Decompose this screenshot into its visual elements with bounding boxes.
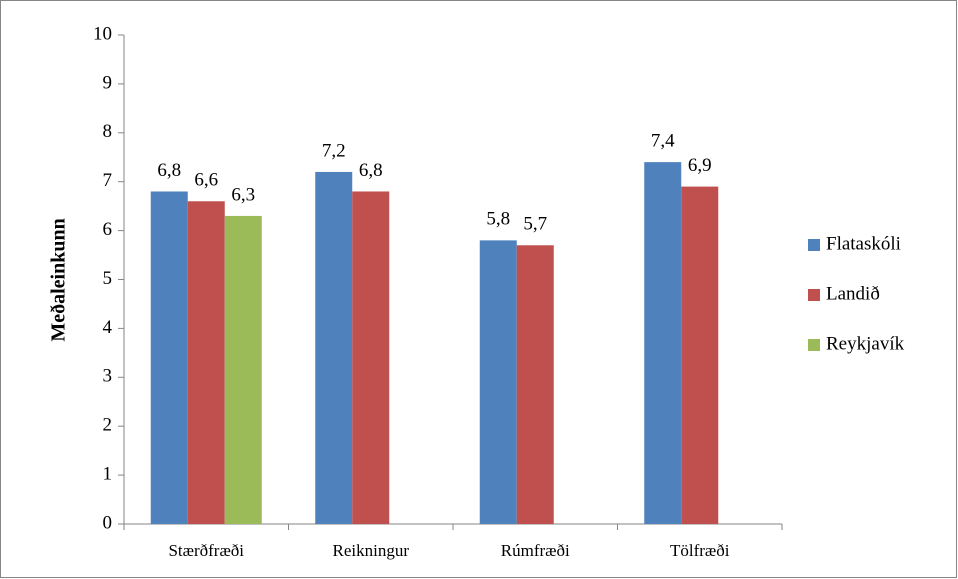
value-label: 7,2 <box>322 140 346 161</box>
bar <box>644 162 682 524</box>
y-tick-label: 4 <box>103 317 113 338</box>
x-tick-label: Rúmfræði <box>501 541 570 560</box>
y-tick-label: 2 <box>103 415 113 436</box>
y-tick-label: 5 <box>103 268 113 289</box>
value-label: 7,4 <box>651 130 675 151</box>
bar <box>352 191 390 525</box>
value-label: 6,8 <box>359 160 383 181</box>
y-tick-label: 9 <box>103 72 113 93</box>
legend-label: Landið <box>826 283 880 304</box>
bar <box>479 240 517 524</box>
y-tick-label: 0 <box>103 512 113 533</box>
legend-swatch <box>808 339 820 351</box>
y-tick-label: 10 <box>93 23 112 44</box>
x-tick-label: Tölfræði <box>670 541 730 560</box>
value-label: 6,6 <box>194 170 218 191</box>
x-tick-label: Stærðfræði <box>168 541 244 560</box>
value-label: 6,3 <box>231 184 255 205</box>
y-tick-label: 1 <box>103 463 113 484</box>
y-tick-label: 3 <box>103 366 113 387</box>
value-label: 6,8 <box>157 160 181 181</box>
bar <box>315 171 353 525</box>
legend-label: Flataskóli <box>826 233 901 254</box>
y-tick-label: 7 <box>103 170 113 191</box>
y-tick-label: 6 <box>103 219 113 240</box>
value-label: 5,7 <box>523 214 547 235</box>
legend-swatch <box>808 239 820 251</box>
bar <box>516 245 554 524</box>
bar <box>187 201 225 524</box>
y-axis-title: Meðaleinkunn <box>48 218 70 341</box>
legend-label: Reykjavík <box>826 333 905 354</box>
bar <box>150 191 188 525</box>
legend-swatch <box>808 289 820 301</box>
bar <box>224 215 262 524</box>
x-tick-label: Reikningur <box>333 541 410 560</box>
bar <box>681 186 719 524</box>
y-tick-label: 8 <box>103 121 113 142</box>
value-label: 5,8 <box>486 209 510 230</box>
value-label: 6,9 <box>688 155 712 176</box>
